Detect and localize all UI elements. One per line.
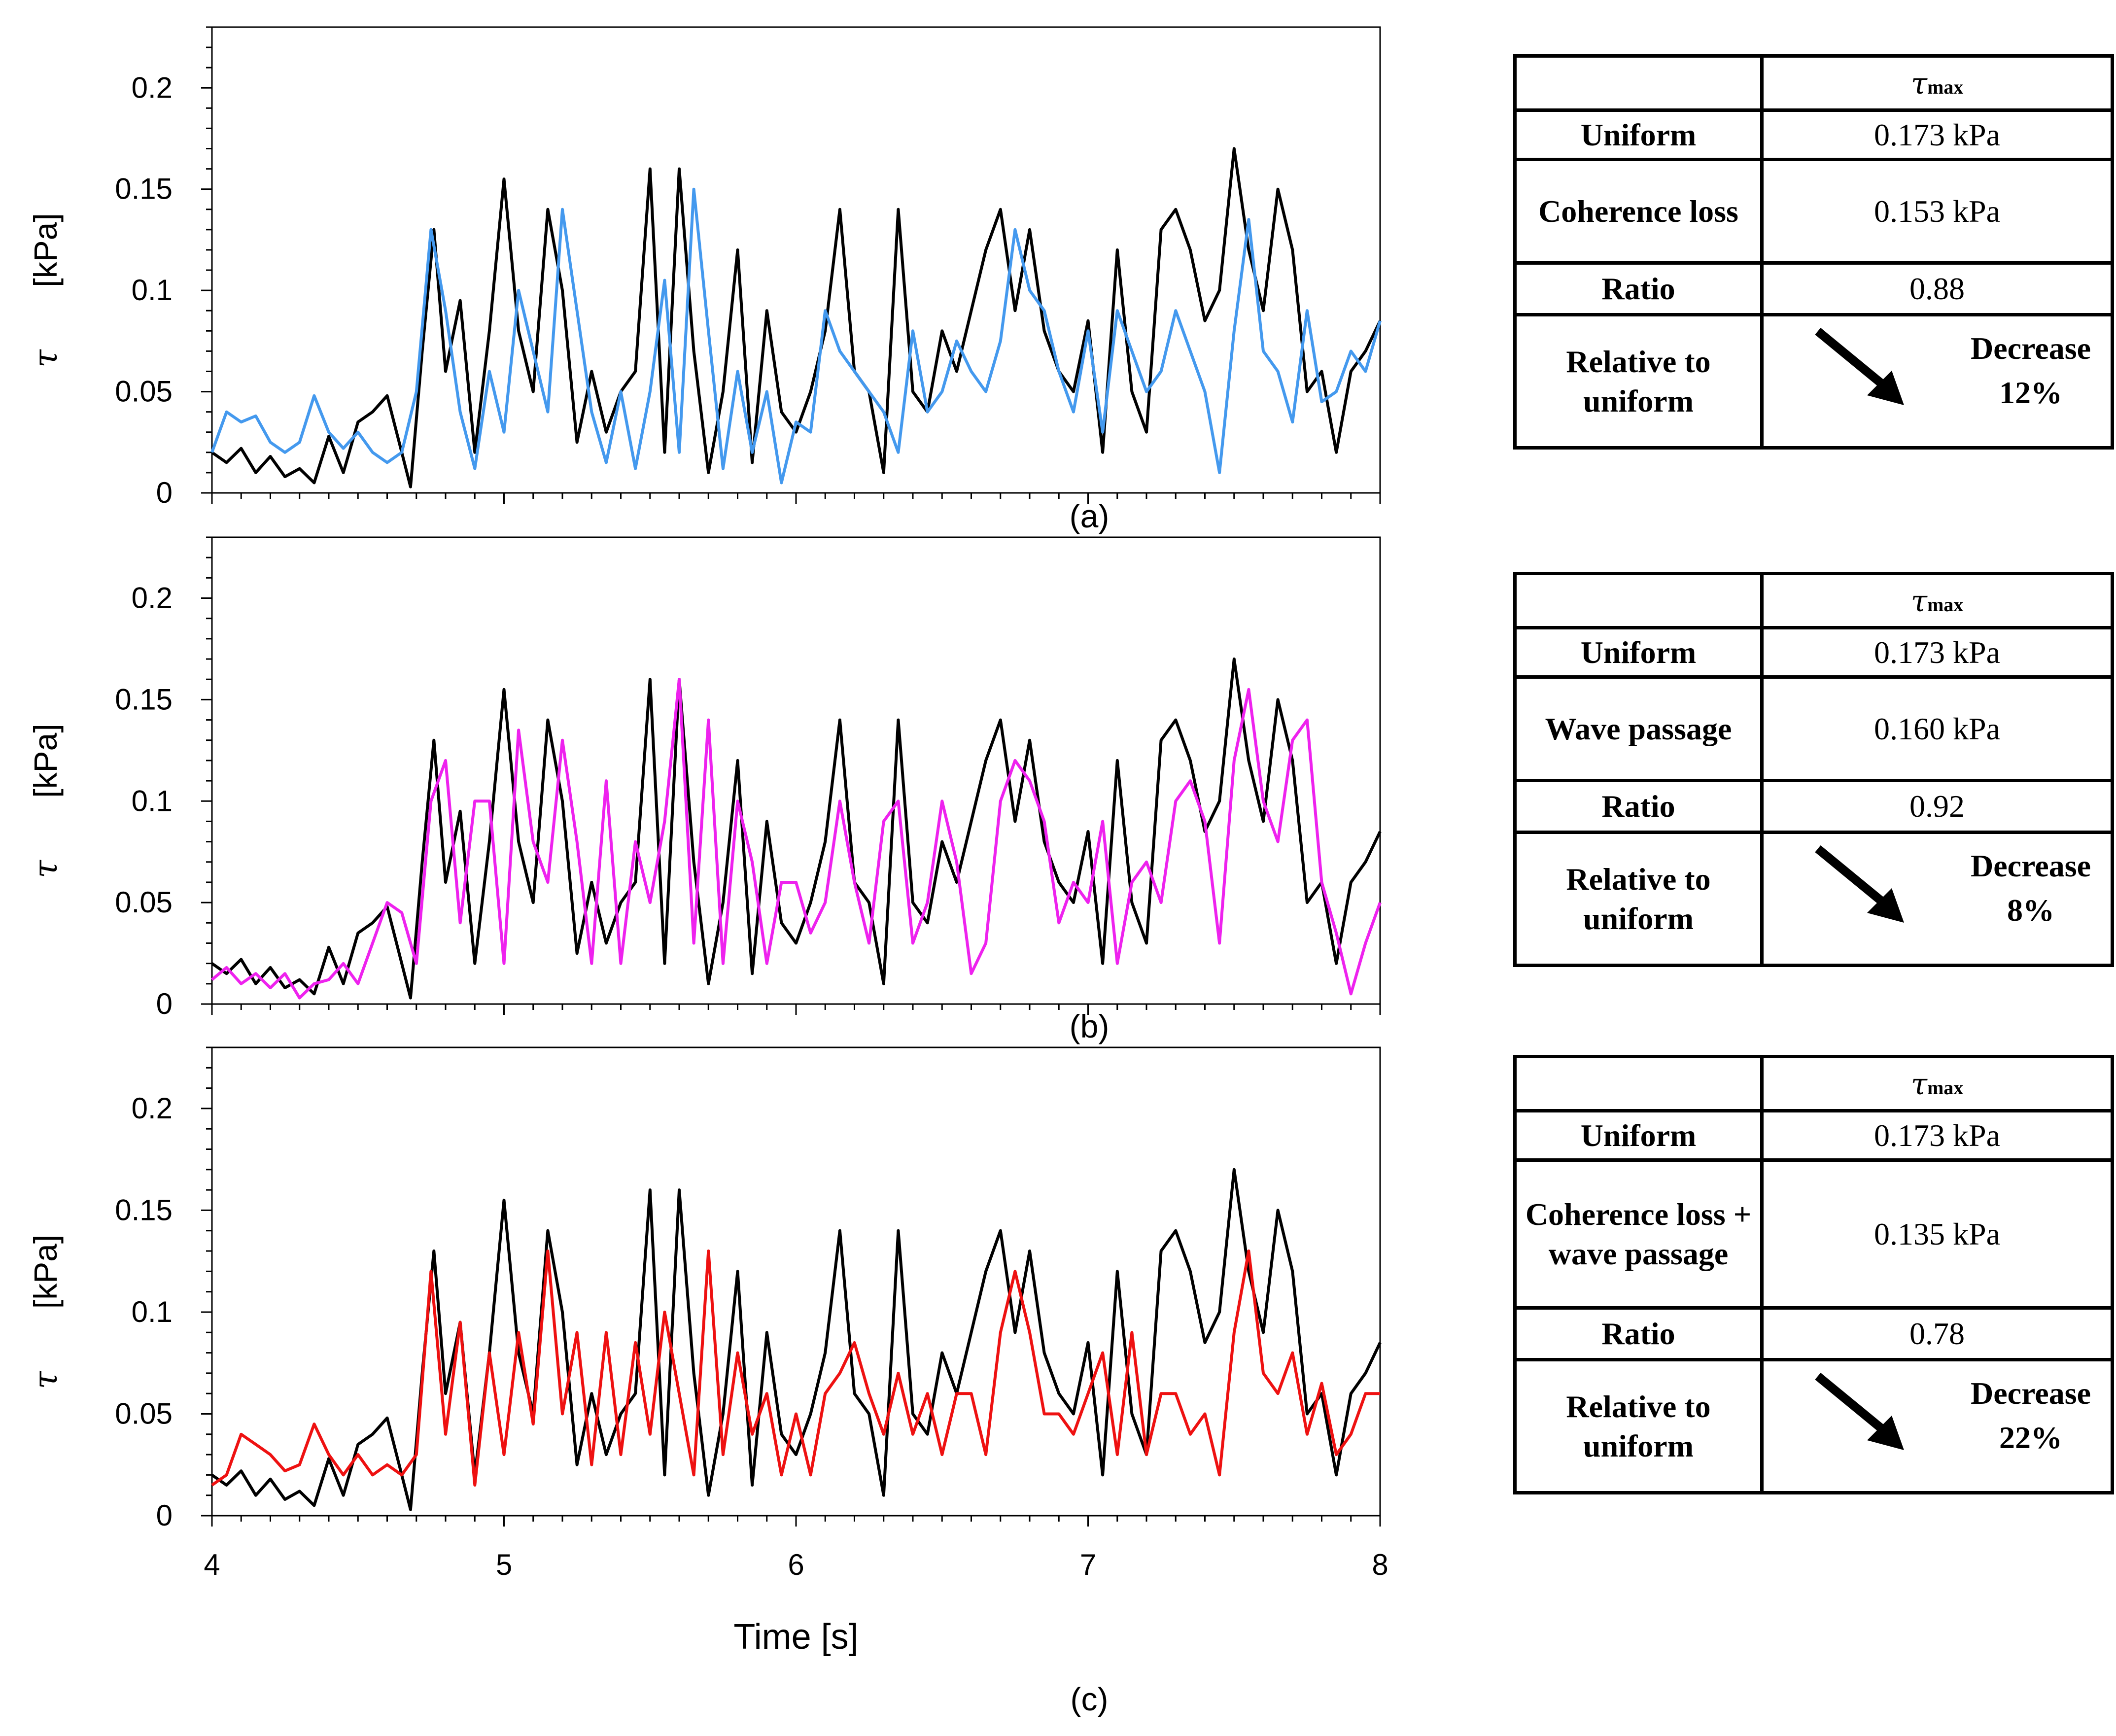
series-line — [211, 658, 1382, 1000]
decrease-arrow-icon — [1815, 1373, 1904, 1450]
table-corner-cell — [1513, 1055, 1764, 1112]
y-tick-label: 0.15 — [115, 173, 173, 206]
table-header-cell: τmax — [1760, 54, 2114, 112]
row-label-ratio: Ratio — [1513, 1306, 1764, 1361]
plot-frame — [211, 1046, 1381, 1517]
row-label-uniform: Uniform — [1513, 626, 1764, 679]
summary-table-c: τmax Uniform 0.173 kPa Coherence loss + … — [1513, 1055, 2114, 1494]
panel-label: (a) — [1070, 498, 1110, 534]
y-tick-label: 0 — [156, 987, 173, 1020]
y-axis-label: τ [kPa] — [27, 1235, 65, 1389]
decrease-label: Decrease — [1971, 1376, 2091, 1411]
tau-symbol: τ — [1910, 1067, 1927, 1102]
y-tick-label: 0.2 — [132, 71, 173, 104]
row-value-ratio: 0.88 — [1760, 261, 2114, 316]
x-tick-label: 8 — [1372, 1548, 1388, 1581]
table-corner-cell — [1513, 54, 1764, 112]
y-tick-label: 0.2 — [132, 1092, 173, 1125]
row-label-relative: Relative to uniform — [1513, 313, 1764, 450]
row-label-uniform: Uniform — [1513, 108, 1764, 161]
table-corner-cell — [1513, 572, 1764, 629]
decrease-label: Decrease — [1971, 331, 2091, 366]
row-value-relative: Decrease 22% — [1760, 1358, 2114, 1494]
x-tick-label: 7 — [1080, 1548, 1096, 1581]
decrease-label: Decrease — [1971, 848, 2091, 883]
tau-subscript: max — [1927, 593, 1964, 616]
row-value-relative: Decrease 12% — [1760, 313, 2114, 450]
decrease-arrow-icon — [1815, 328, 1904, 405]
y-tick-label: 0.1 — [132, 784, 173, 817]
decrease-percent: 22% — [1999, 1420, 2062, 1455]
y-axis-unit: [kPa] — [27, 213, 64, 287]
y-tick-label: 0.1 — [132, 274, 173, 307]
chart-panel-b: 0 0.05 0.1 0.15 0.2 τ [kPa] (b) — [27, 536, 1382, 1044]
row-value-case: 0.135 kPa — [1760, 1158, 2114, 1310]
panel-label: (b) — [1070, 1008, 1110, 1044]
decrease-percent: 8% — [2007, 892, 2054, 928]
summary-table-a: τmax Uniform 0.173 kPa Coherence loss 0.… — [1513, 54, 2114, 450]
tau-symbol: τ — [1910, 584, 1927, 619]
y-axis-symbol: τ — [27, 860, 65, 878]
row-label-case: Coherence loss + wave passage — [1513, 1158, 1764, 1310]
tau-symbol: τ — [1910, 66, 1927, 101]
series-line — [210, 187, 1382, 485]
row-label-ratio: Ratio — [1513, 261, 1764, 316]
tau-subscript: max — [1927, 75, 1964, 98]
row-value-relative: Decrease 8% — [1760, 831, 2114, 967]
chart-panel-c: 0 0.05 0.1 0.15 0.2 4 5 6 7 8 τ [kPa] (c) — [27, 1046, 1388, 1717]
x-axis-label: Time [s] — [733, 1617, 858, 1657]
chart-panel-a: 0 0.05 0.1 0.15 0.2 τ [kPa] (a) — [27, 26, 1382, 534]
y-axis-unit: [kPa] — [27, 724, 64, 798]
decrease-percent: 12% — [1999, 375, 2062, 410]
series-line — [211, 147, 1382, 488]
y-tick-label: 0.2 — [132, 582, 173, 615]
row-value-uniform: 0.173 kPa — [1760, 626, 2114, 679]
y-tick-label: 0.15 — [115, 683, 173, 716]
decrease-arrow-icon — [1815, 845, 1904, 923]
row-label-ratio: Ratio — [1513, 779, 1764, 834]
x-tick-label: 6 — [788, 1548, 804, 1581]
y-tick-label: 0.1 — [132, 1295, 173, 1328]
row-value-uniform: 0.173 kPa — [1760, 1109, 2114, 1162]
y-tick-label: 0 — [156, 476, 173, 509]
series-line — [211, 1168, 1382, 1511]
y-axis-symbol: τ — [27, 1370, 65, 1389]
y-tick-label: 0.05 — [115, 886, 173, 919]
tau-subscript: max — [1927, 1076, 1964, 1099]
row-value-ratio: 0.92 — [1760, 779, 2114, 834]
y-tick-label: 0.15 — [115, 1193, 173, 1226]
y-axis-unit: [kPa] — [27, 1235, 64, 1309]
y-axis-label: τ [kPa] — [27, 724, 65, 878]
y-tick-label: 0 — [156, 1499, 173, 1532]
table-header-cell: τmax — [1760, 572, 2114, 629]
x-tick-label: 5 — [496, 1548, 512, 1581]
y-tick-label: 0.05 — [115, 1397, 173, 1430]
y-axis-label: τ [kPa] — [27, 213, 65, 367]
row-label-case: Wave passage — [1513, 675, 1764, 782]
summary-table-b: τmax Uniform 0.173 kPa Wave passage 0.16… — [1513, 572, 2114, 967]
row-label-relative: Relative to uniform — [1513, 1358, 1764, 1494]
plot-frame — [211, 536, 1381, 1005]
row-value-case: 0.160 kPa — [1760, 675, 2114, 782]
row-value-ratio: 0.78 — [1760, 1306, 2114, 1361]
row-label-relative: Relative to uniform — [1513, 831, 1764, 967]
row-label-uniform: Uniform — [1513, 1109, 1764, 1162]
series-line — [211, 678, 1382, 1000]
x-tick-label: 4 — [204, 1548, 220, 1581]
row-label-case: Coherence loss — [1513, 158, 1764, 265]
row-value-uniform: 0.173 kPa — [1760, 108, 2114, 161]
row-value-case: 0.153 kPa — [1760, 158, 2114, 265]
panel-label: (c) — [1071, 1681, 1109, 1717]
table-header-cell: τmax — [1760, 1055, 2114, 1112]
y-axis-symbol: τ — [27, 349, 65, 368]
series-line — [211, 1250, 1380, 1487]
y-tick-label: 0.05 — [115, 375, 173, 408]
